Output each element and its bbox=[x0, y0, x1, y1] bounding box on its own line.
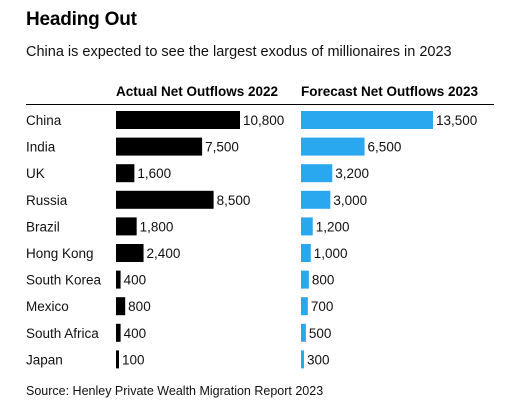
bar-forecast-mexico bbox=[301, 297, 308, 315]
value-label-forecast-japan: 300 bbox=[307, 352, 330, 367]
value-label-actual-russia: 8,500 bbox=[217, 193, 251, 208]
bar-actual-mexico bbox=[116, 297, 125, 315]
bar-actual-india bbox=[116, 138, 202, 156]
bar-forecast-russia bbox=[301, 191, 330, 209]
value-label-actual-uk: 1,600 bbox=[137, 166, 171, 181]
category-label-china: China bbox=[26, 113, 62, 128]
value-label-forecast-uk: 3,200 bbox=[335, 166, 369, 181]
value-label-actual-mexico: 800 bbox=[128, 299, 151, 314]
value-label-forecast-hong-kong: 1,000 bbox=[314, 246, 348, 261]
value-label-actual-brazil: 1,800 bbox=[140, 219, 174, 234]
bar-actual-hong-kong bbox=[116, 244, 144, 262]
bar-actual-south-korea bbox=[116, 271, 121, 289]
bar-actual-brazil bbox=[116, 217, 137, 235]
value-label-actual-japan: 100 bbox=[122, 352, 145, 367]
bar-actual-china bbox=[116, 111, 240, 129]
value-label-forecast-south-korea: 800 bbox=[312, 273, 335, 288]
category-label-uk: UK bbox=[26, 166, 45, 181]
value-label-forecast-russia: 3,000 bbox=[333, 193, 367, 208]
value-label-actual-india: 7,500 bbox=[205, 140, 239, 155]
bar-forecast-south-korea bbox=[301, 271, 309, 289]
category-label-hong-kong: Hong Kong bbox=[26, 246, 94, 261]
category-label-india: India bbox=[26, 140, 56, 155]
bar-forecast-india bbox=[301, 138, 365, 156]
category-label-south-korea: South Korea bbox=[26, 273, 102, 288]
value-label-forecast-brazil: 1,200 bbox=[316, 219, 350, 234]
source-note: Source: Henley Private Wealth Migration … bbox=[26, 384, 323, 398]
bar-forecast-hong-kong bbox=[301, 244, 311, 262]
bar-forecast-china bbox=[301, 111, 433, 129]
category-label-south-africa: South Africa bbox=[26, 326, 99, 341]
bar-forecast-south-africa bbox=[301, 324, 306, 342]
value-label-actual-south-korea: 400 bbox=[124, 273, 147, 288]
value-label-actual-hong-kong: 2,400 bbox=[147, 246, 181, 261]
category-label-russia: Russia bbox=[26, 193, 68, 208]
bar-actual-japan bbox=[116, 350, 119, 368]
bar-actual-uk bbox=[116, 164, 134, 182]
bar-forecast-japan bbox=[301, 350, 304, 368]
value-label-forecast-mexico: 700 bbox=[311, 299, 334, 314]
category-label-japan: Japan bbox=[26, 352, 63, 367]
value-label-forecast-south-africa: 500 bbox=[309, 326, 332, 341]
bar-forecast-brazil bbox=[301, 217, 313, 235]
value-label-actual-south-africa: 400 bbox=[124, 326, 147, 341]
value-label-actual-china: 10,800 bbox=[243, 113, 284, 128]
category-label-brazil: Brazil bbox=[26, 219, 60, 234]
value-label-forecast-india: 6,500 bbox=[368, 140, 402, 155]
bar-actual-russia bbox=[116, 191, 214, 209]
category-label-mexico: Mexico bbox=[26, 299, 69, 314]
bar-forecast-uk bbox=[301, 164, 332, 182]
value-label-forecast-china: 13,500 bbox=[436, 113, 477, 128]
bar-actual-south-africa bbox=[116, 324, 121, 342]
